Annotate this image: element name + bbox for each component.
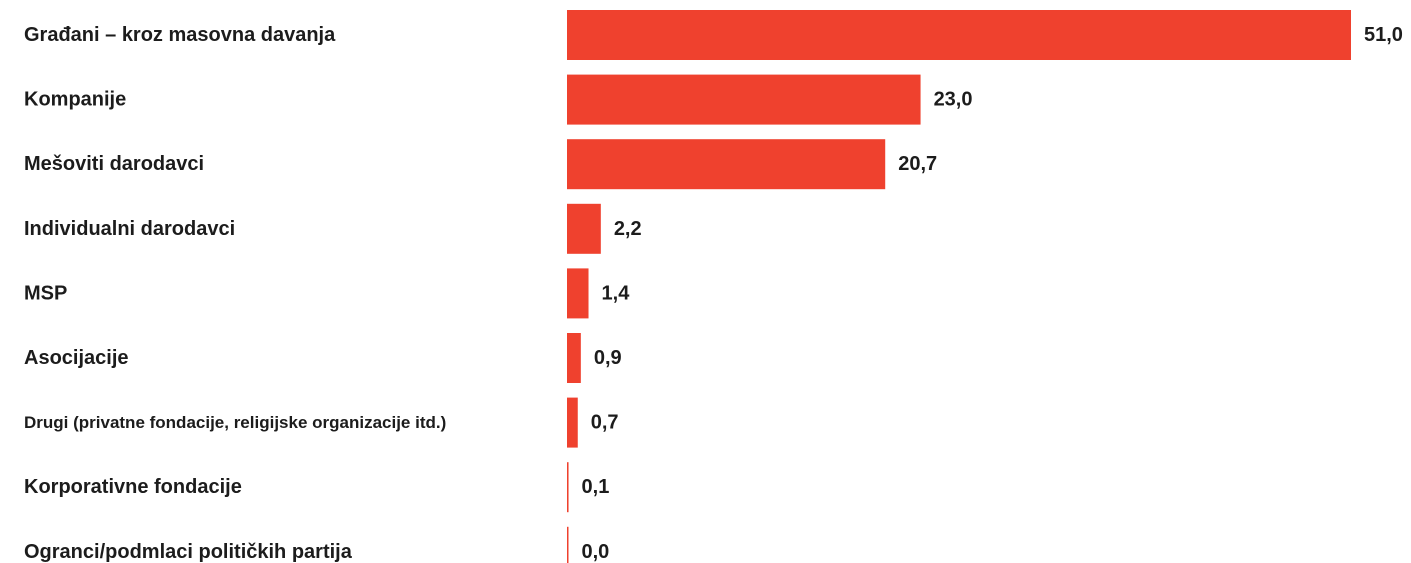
- category-label: Drugi (privatne fondacije, religijske or…: [24, 413, 446, 432]
- value-label: 2,2: [614, 218, 642, 240]
- bar: [567, 203, 601, 254]
- category-label: Kompanije: [24, 89, 126, 111]
- bar: [567, 268, 589, 319]
- value-label: 0,7: [591, 412, 619, 434]
- bar: [567, 10, 1351, 60]
- category-label: Korporativne fondacije: [24, 476, 242, 498]
- bar: [567, 397, 578, 448]
- value-label: 20,7: [898, 153, 937, 175]
- bar: [567, 74, 921, 125]
- value-label: 51,0: [1364, 24, 1403, 46]
- category-label: Individualni darodavci: [24, 218, 235, 240]
- value-label: 0,0: [582, 541, 610, 563]
- category-label: Mešoviti darodavci: [24, 153, 204, 175]
- bar: [567, 139, 886, 190]
- value-label: 0,1: [582, 476, 610, 498]
- bar: [567, 462, 569, 513]
- category-label: Ogranci/podmlaci političkih partija: [24, 541, 353, 563]
- category-label: Asocijacije: [24, 347, 129, 369]
- bar: [567, 526, 569, 563]
- value-label: 0,9: [594, 347, 622, 369]
- category-label: Građani – kroz masovna davanja: [24, 24, 336, 46]
- value-label: 23,0: [934, 89, 973, 111]
- value-label: 1,4: [602, 282, 631, 304]
- category-label: MSP: [24, 282, 67, 304]
- bar: [567, 333, 581, 383]
